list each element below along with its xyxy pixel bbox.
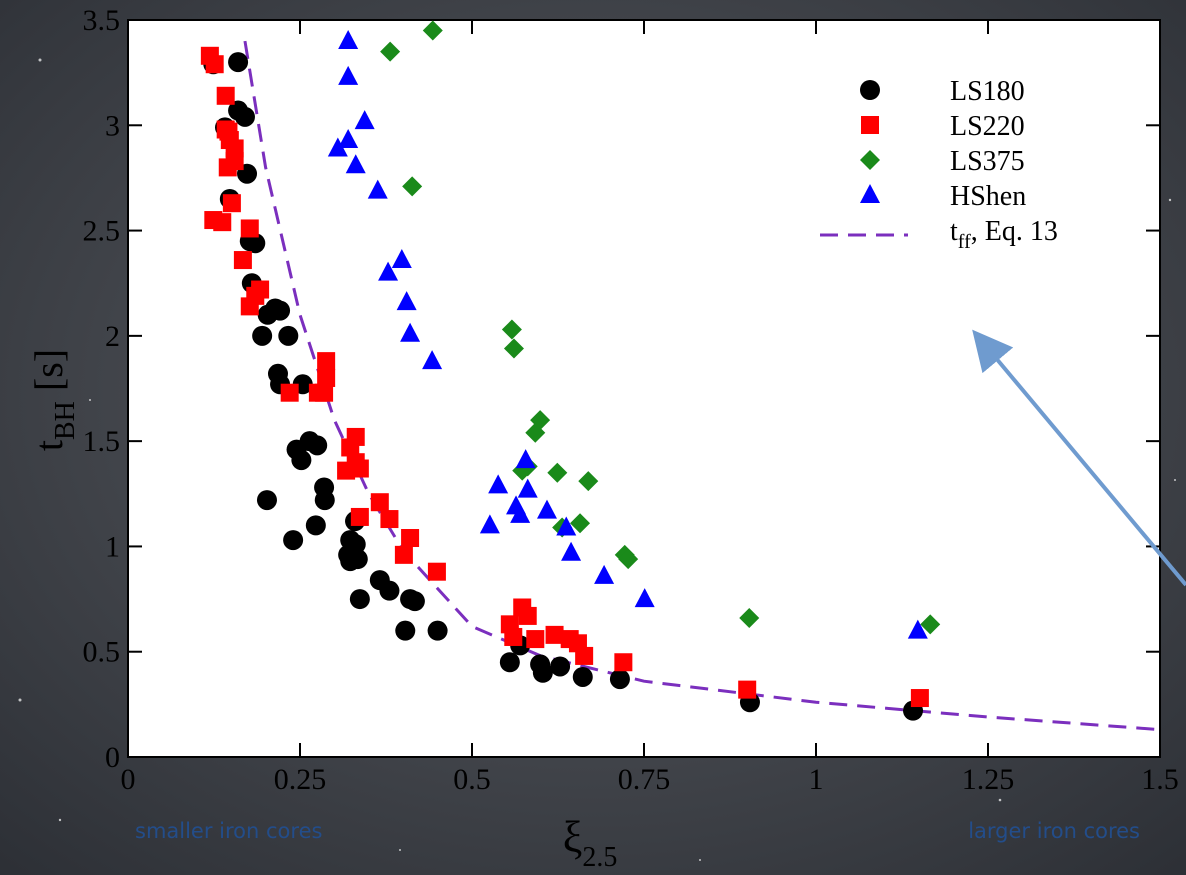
x-tick-label: 0.5 — [453, 763, 491, 796]
point — [405, 591, 425, 611]
slide: smaller iron cores larger iron cores ξ2.… — [0, 0, 1186, 875]
y-tick-label: 1.5 — [83, 425, 121, 458]
legend-label: LS375 — [950, 146, 1025, 177]
legend-label: HShen — [950, 181, 1026, 212]
point — [315, 490, 335, 510]
point — [428, 621, 448, 641]
point — [550, 656, 570, 676]
point — [307, 435, 327, 455]
point — [228, 52, 248, 72]
y-tick-label: 3 — [105, 109, 120, 142]
point — [219, 158, 237, 176]
x-tick-label: 0.25 — [274, 763, 327, 796]
point — [575, 647, 593, 665]
point — [241, 219, 259, 237]
point — [379, 581, 399, 601]
x-tick-label: 0 — [121, 763, 136, 796]
annotation: larger iron cores — [968, 819, 1140, 843]
x-tick-label: 1.25 — [962, 763, 1015, 796]
point — [610, 669, 630, 689]
point — [309, 384, 327, 402]
x-tick-label: 1.5 — [1141, 763, 1179, 796]
point — [504, 628, 522, 646]
point — [235, 107, 255, 127]
point — [257, 490, 277, 510]
x-tick-label: 0.75 — [618, 763, 671, 796]
point — [519, 607, 537, 625]
point — [738, 681, 756, 699]
point — [213, 213, 231, 231]
legend-marker — [860, 80, 880, 100]
point — [241, 297, 259, 315]
point — [217, 87, 235, 105]
legend-label: LS220 — [950, 111, 1025, 142]
point — [533, 663, 553, 683]
point — [500, 652, 520, 672]
y-tick-label: 3.5 — [83, 4, 121, 37]
y-tick-label: 1 — [105, 530, 120, 563]
point — [401, 529, 419, 547]
point — [270, 301, 290, 321]
legend-label: LS180 — [950, 76, 1025, 107]
point — [223, 194, 241, 212]
point — [337, 462, 355, 480]
point — [350, 589, 370, 609]
point — [206, 55, 224, 73]
y-tick-label: 2 — [105, 320, 120, 353]
y-tick-label: 2.5 — [83, 215, 121, 248]
x-tick-label: 1 — [809, 763, 824, 796]
point — [526, 630, 544, 648]
point — [283, 530, 303, 550]
point — [395, 546, 413, 564]
y-tick-label: 0.5 — [83, 636, 121, 669]
point — [395, 621, 415, 641]
point — [306, 515, 326, 535]
point — [278, 326, 298, 346]
point — [348, 549, 368, 569]
legend-label-part: , Eq. 13 — [971, 216, 1058, 247]
point — [428, 563, 446, 581]
point — [252, 326, 272, 346]
legend-marker — [861, 116, 879, 134]
annotation: smaller iron cores — [135, 819, 322, 843]
point — [317, 352, 335, 370]
point — [614, 653, 632, 671]
point — [291, 450, 311, 470]
y-tick-label: 0 — [105, 741, 120, 774]
point — [281, 384, 299, 402]
point — [351, 508, 369, 526]
point — [371, 493, 389, 511]
point — [234, 251, 252, 269]
point — [380, 510, 398, 528]
legend-label-part: ff — [958, 231, 971, 253]
point — [911, 689, 929, 707]
point — [573, 667, 593, 687]
